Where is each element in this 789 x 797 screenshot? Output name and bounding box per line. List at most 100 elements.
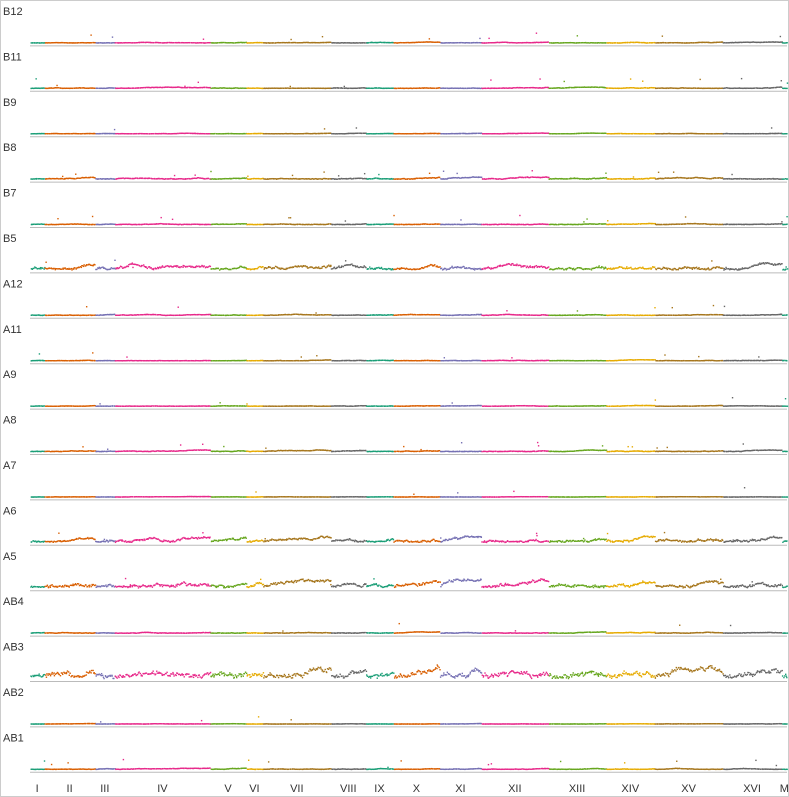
data-point [687,222,689,225]
data-point [55,41,58,44]
data-point [113,223,115,225]
data-point [167,265,169,267]
data-point [674,223,676,225]
data-point [128,133,130,135]
data-point [274,42,276,44]
data-point [623,178,626,180]
data-point [593,42,595,44]
data-point [757,223,759,225]
data-point [259,87,262,89]
data-point [562,133,564,135]
data-point [128,264,130,266]
data-point [590,178,592,180]
data-point [209,86,211,89]
data-point [552,42,554,44]
data-point [680,133,683,135]
data-point-outlier [288,217,290,219]
data-point [318,132,320,135]
data-point [504,41,507,43]
data-point [283,178,285,180]
data-point [488,133,491,135]
data-point [480,132,483,134]
data-point [602,223,605,225]
data-point [732,178,734,180]
data-point [143,86,145,89]
data-point [305,87,308,89]
data-point [247,268,249,270]
data-point [540,223,542,225]
data-point [59,223,61,225]
data-point [722,87,725,90]
data-point [89,263,91,266]
data-point [586,42,588,44]
data-point [356,87,358,90]
data-point [175,264,177,267]
data-point [638,41,641,44]
data-point [77,87,79,89]
data-point [424,132,427,135]
data-point [378,223,380,225]
data-point [146,86,148,89]
data-point [129,42,132,44]
data-point [616,132,618,135]
data-point [374,177,377,179]
data-point [628,132,630,135]
data-point [729,133,732,135]
data-point [429,87,432,89]
series-chr-xiv [606,220,657,226]
data-point-outlier [321,35,324,38]
data-point [376,41,379,44]
data-point [254,223,256,226]
data-point [472,132,474,135]
data-point [361,87,363,89]
data-point [203,265,205,267]
data-point [163,42,165,44]
data-point [228,87,231,89]
data-point [88,42,90,44]
data-point [452,132,454,135]
data-point [218,42,220,44]
data-point [67,268,69,270]
data-point [666,87,668,89]
data-point [574,223,576,226]
data-point [197,132,199,135]
data-point [311,87,314,89]
data-point [362,223,365,225]
data-point [699,133,702,135]
data-point [378,87,381,89]
data-point [780,86,783,88]
data-point [566,42,568,44]
data-point [179,42,181,44]
data-point [216,42,219,44]
data-point-outlier [456,172,458,175]
data-point [101,87,104,90]
data-point [506,87,508,89]
data-point [500,133,502,135]
data-point [117,267,119,270]
data-point [64,42,66,44]
data-point [420,177,423,179]
data-point [550,223,552,226]
series-chr-xvi [722,127,783,135]
data-point [233,267,235,270]
data-point [596,86,599,88]
data-point [166,41,168,44]
data-point [627,133,629,135]
data-point [96,223,98,226]
data-point [94,87,96,89]
data-point [85,264,88,266]
data-point [222,87,225,89]
panel-b5: B5 [3,233,789,274]
data-point [498,41,501,44]
data-point [105,178,107,180]
data-point [754,223,756,225]
data-point [111,223,113,225]
data-point [697,87,699,89]
data-point [143,265,145,268]
data-point [74,267,76,269]
data-point [159,222,162,225]
data-point [72,178,75,180]
data-point [40,87,42,89]
data-point [622,223,624,225]
data-point-outlier [289,217,292,219]
